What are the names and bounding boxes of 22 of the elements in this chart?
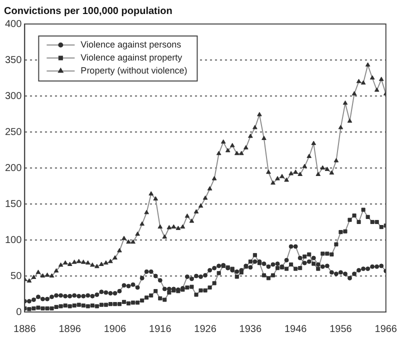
legend-label: Violence against property bbox=[80, 52, 183, 62]
y-tick-label: 100 bbox=[4, 234, 22, 246]
x-tick-label: 1896 bbox=[58, 324, 82, 335]
y-tick-label: 250 bbox=[4, 126, 22, 138]
y-tick-label: 150 bbox=[4, 198, 22, 210]
y-tick-label: 400 bbox=[4, 18, 22, 30]
y-tick-label: 0 bbox=[16, 306, 22, 318]
x-tick-label: 1886 bbox=[14, 324, 36, 335]
x-tick-label: 1936 bbox=[239, 324, 262, 335]
y-tick-label: 350 bbox=[4, 54, 22, 66]
x-tick-label: 1956 bbox=[330, 324, 352, 335]
y-tick-label: 50 bbox=[10, 270, 22, 282]
y-axis-title: Convictions per 100,000 population bbox=[4, 6, 172, 17]
y-tick-label: 300 bbox=[4, 90, 22, 102]
legend-label: Property (without violence) bbox=[80, 65, 188, 76]
x-tick-label: 1946 bbox=[284, 324, 308, 335]
legend-label: Violence against persons bbox=[80, 39, 182, 50]
x-tick-label: 1966 bbox=[374, 324, 398, 335]
x-tick-label: 1926 bbox=[194, 324, 217, 335]
x-tick-label: 1916 bbox=[149, 324, 172, 335]
x-tick-label: 1906 bbox=[104, 324, 127, 335]
y-tick-label: 200 bbox=[4, 162, 22, 174]
